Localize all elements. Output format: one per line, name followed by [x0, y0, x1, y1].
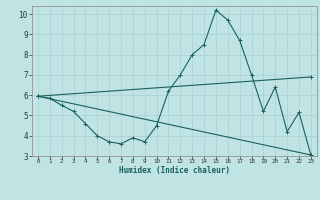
- X-axis label: Humidex (Indice chaleur): Humidex (Indice chaleur): [119, 166, 230, 175]
